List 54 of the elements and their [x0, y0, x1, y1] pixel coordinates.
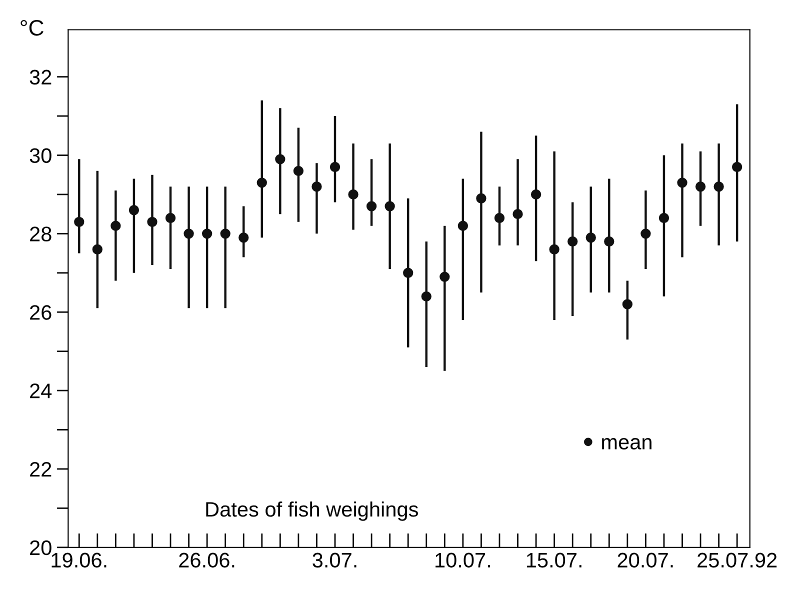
point	[695, 182, 706, 192]
y-axis-title: °C	[20, 20, 44, 36]
point	[658, 212, 670, 224]
x-tick-label: 10.07.	[436, 552, 490, 568]
x-tick-label: 15.07.	[526, 552, 582, 568]
point	[549, 244, 560, 254]
point	[512, 208, 523, 220]
point	[238, 232, 249, 243]
point	[184, 228, 194, 239]
point	[165, 212, 176, 224]
point	[440, 272, 450, 282]
point	[256, 178, 267, 188]
point	[677, 178, 688, 188]
y-tick-label: 24	[30, 384, 52, 398]
point	[530, 189, 542, 200]
point	[732, 162, 742, 172]
x-tick-label: 20.07.	[618, 552, 673, 568]
x-tick-label: 25.07.92	[698, 552, 777, 568]
x-tick-label: 3.07.	[312, 552, 356, 568]
point	[568, 236, 578, 247]
point	[714, 182, 724, 192]
y-tick-label: 32	[30, 70, 52, 85]
point	[330, 162, 340, 172]
point	[220, 228, 230, 239]
point	[403, 268, 414, 278]
point	[604, 236, 614, 247]
point	[494, 212, 505, 224]
point	[74, 216, 84, 227]
point	[640, 228, 651, 239]
y-tick-label: 28	[30, 226, 52, 242]
point	[110, 220, 121, 231]
point	[458, 220, 468, 231]
point	[92, 244, 102, 254]
point	[622, 299, 633, 310]
x-tick-label: 19.06.	[52, 552, 106, 568]
point	[366, 201, 377, 212]
point	[476, 193, 486, 204]
point	[202, 228, 212, 239]
y-tick-label: 26	[30, 305, 52, 320]
point	[384, 201, 395, 212]
point	[312, 182, 322, 192]
point	[128, 205, 140, 216]
x-axis-title: Dates of fish weighings	[206, 501, 418, 521]
y-tick-label: 20	[30, 540, 52, 556]
point	[275, 154, 286, 164]
y-tick-label: 22	[30, 462, 52, 477]
point	[586, 232, 596, 243]
point	[348, 189, 358, 200]
point	[421, 291, 432, 302]
point	[147, 216, 158, 227]
point	[293, 166, 304, 176]
x-tick-label: 26.06.	[179, 552, 234, 568]
legend-label: mean	[602, 438, 652, 450]
y-tick-label: 30	[30, 148, 52, 163]
